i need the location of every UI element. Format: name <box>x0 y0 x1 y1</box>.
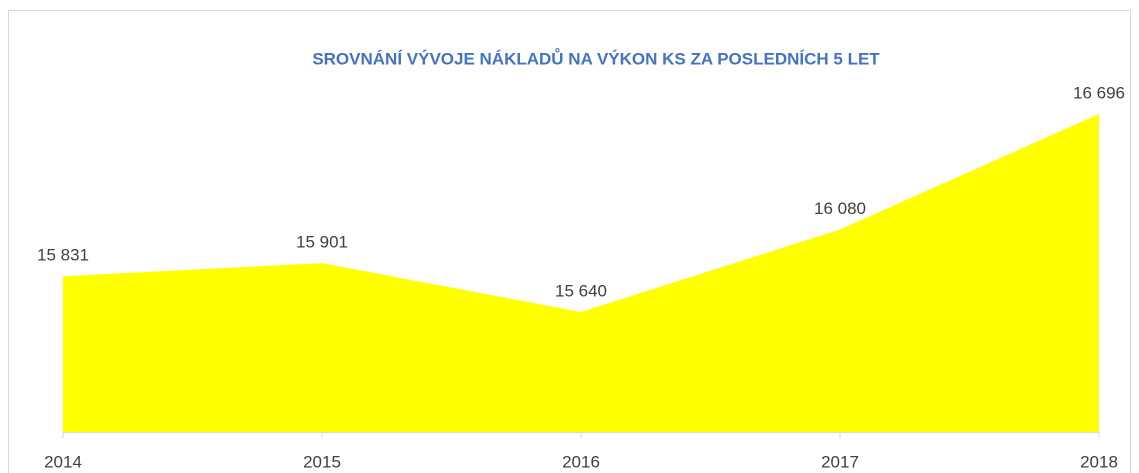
x-tick-label: 2014 <box>44 452 82 471</box>
data-label: 15 640 <box>555 281 607 300</box>
data-label: 16 696 <box>1073 83 1125 102</box>
x-tick-label: 2016 <box>562 452 600 471</box>
data-label: 15 901 <box>296 233 348 252</box>
chart-border <box>8 10 1131 473</box>
area <box>63 114 1099 432</box>
x-tick-label: 2018 <box>1080 452 1118 471</box>
data-label: 15 831 <box>37 246 89 265</box>
x-tick-label: 2017 <box>821 452 859 471</box>
chart-title: SROVNÁNÍ VÝVOJE NÁKLADŮ NA VÝKON KS ZA P… <box>312 48 880 68</box>
x-tick-label: 2015 <box>303 452 341 471</box>
data-label: 16 080 <box>814 199 866 218</box>
